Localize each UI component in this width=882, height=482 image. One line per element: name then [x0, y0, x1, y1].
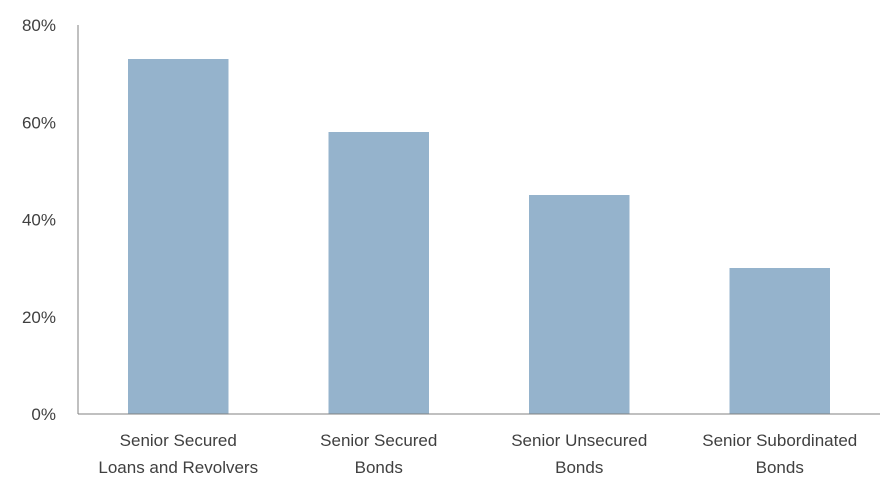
category-label: Senior Subordinated Bonds: [702, 431, 857, 477]
y-tick-label: 40%: [22, 211, 56, 230]
category-label-line: Bonds: [756, 458, 804, 477]
category-label-line: Senior Secured: [320, 431, 437, 450]
category-labels: Senior Secured Loans and RevolversSenior …: [98, 431, 857, 477]
y-tick-label: 20%: [22, 308, 56, 327]
y-tick-labels: 0% 20% 40% 60% 80%: [22, 16, 56, 424]
y-tick-label: 0%: [31, 405, 56, 424]
category-label: Senior Secured Bonds: [320, 431, 437, 477]
bar-1: [128, 59, 229, 414]
bar-3: [529, 195, 630, 414]
y-tick-label: 80%: [22, 16, 56, 35]
category-label-line: Bonds: [355, 458, 403, 477]
bar-4: [729, 268, 830, 414]
category-label-line: Bonds: [555, 458, 603, 477]
category-label: Senior Unsecured Bonds: [511, 431, 647, 477]
category-label-line: Senior Subordinated: [702, 431, 857, 450]
category-label: Senior Secured Loans and Revolvers: [98, 431, 258, 477]
category-label-line: Senior Unsecured: [511, 431, 647, 450]
bars: [128, 59, 830, 414]
y-tick-label: 60%: [22, 113, 56, 132]
category-label-line: Senior Secured: [120, 431, 237, 450]
category-label-line: Loans and Revolvers: [98, 458, 258, 477]
bar-2: [328, 131, 429, 414]
